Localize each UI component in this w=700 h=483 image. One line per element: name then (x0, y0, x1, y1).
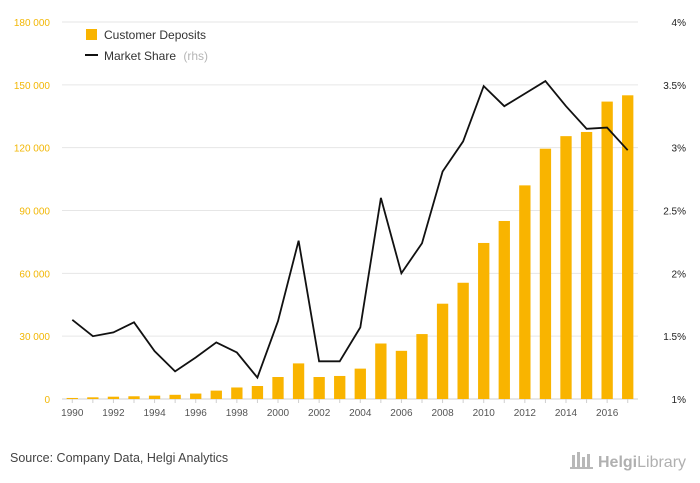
bar-customer-deposits (375, 343, 387, 399)
bar-customer-deposits (457, 282, 469, 399)
y-left-tick-label: 150 000 (14, 81, 51, 92)
legend-market-share-name: Market Share (104, 49, 176, 63)
x-tick-label: 2000 (267, 408, 290, 419)
legend: Customer Deposits Market Share (rhs) (85, 28, 208, 63)
brand-logo: HelgiLibrary (570, 452, 686, 471)
bar-customer-deposits (251, 386, 264, 399)
bar-customer-deposits (272, 377, 284, 399)
y-left-tick-label: 90 000 (19, 207, 50, 218)
brand-icon (570, 452, 593, 469)
bar-customer-deposits (395, 350, 408, 399)
y-right-tick-label: 3.5% (663, 81, 686, 92)
bar-customer-deposits (622, 95, 634, 400)
line-market-share (71, 79, 629, 380)
x-tick-label: 2004 (349, 408, 372, 419)
x-tick-label: 1994 (143, 408, 166, 419)
bar-customer-deposits (292, 363, 305, 399)
bar-customer-deposits (436, 303, 449, 399)
bar-customer-deposits (107, 396, 120, 399)
y-right-tick-label: 2.5% (663, 207, 686, 218)
x-tick-label: 2010 (473, 408, 496, 419)
legend-label-market-share: Market Share (rhs) (104, 49, 208, 63)
bar-customer-deposits (210, 390, 222, 399)
y-right-tick-label: 1% (672, 395, 687, 406)
bar-customer-deposits (354, 368, 366, 399)
y-left-tick-label: 30 000 (19, 332, 50, 343)
bar-customer-deposits (334, 375, 346, 399)
bar-customer-deposits (87, 397, 99, 399)
x-tick-label: 2006 (390, 408, 413, 419)
bar-customer-deposits (478, 242, 490, 399)
y-right-tick-label: 2% (672, 269, 687, 280)
y-left-tick-label: 60 000 (19, 269, 50, 280)
axes: 0 1% 30 000 1.5% 60 000 2% 90 000 2.5% 120 000 3%… (14, 18, 686, 419)
y-left-tick-label: 0 (44, 395, 50, 406)
x-tick-label: 1998 (226, 408, 249, 419)
bar-customer-deposits (169, 394, 181, 399)
y-left-tick-label: 180 000 (14, 18, 51, 29)
source-note: Source: Company Data, Helgi Analytics (10, 451, 228, 465)
x-tick-label: 1992 (102, 408, 125, 419)
y-left-tick-label: 120 000 (14, 144, 51, 155)
gridlines (62, 21, 638, 400)
x-tick-label: 2012 (514, 408, 537, 419)
legend-label-deposits: Customer Deposits (104, 28, 206, 42)
x-tick-label: 1990 (61, 408, 84, 419)
legend-swatch-deposits (86, 29, 97, 40)
brand-name-bold: Helgi (598, 454, 637, 471)
x-tick-label: 2016 (596, 408, 619, 419)
y-right-tick-label: 1.5% (663, 332, 686, 343)
bar-customer-deposits (560, 136, 572, 399)
brand-name: HelgiLibrary (598, 454, 686, 471)
bar-customer-deposits (190, 393, 202, 399)
bar-customer-deposits (416, 334, 428, 399)
bar-customer-deposits (601, 101, 613, 399)
x-tick-label: 2002 (308, 408, 331, 419)
bar-customer-deposits (148, 395, 161, 399)
bars (66, 95, 634, 400)
x-tick-label: 1996 (185, 408, 208, 419)
bar-customer-deposits (313, 377, 325, 399)
x-tick-label: 2014 (555, 408, 578, 419)
bar-customer-deposits (519, 185, 531, 399)
line-series (71, 79, 629, 380)
bar-customer-deposits (580, 131, 593, 400)
bar-customer-deposits (498, 220, 510, 399)
bar-customer-deposits (66, 397, 78, 399)
bar-customer-deposits (128, 396, 140, 399)
bar-customer-deposits (231, 387, 243, 399)
x-tick-label: 2008 (431, 408, 454, 419)
legend-rhs-suffix: (rhs) (183, 49, 208, 63)
bar-customer-deposits (539, 148, 552, 399)
y-right-tick-label: 4% (672, 18, 687, 29)
brand-name-rest: Library (637, 454, 686, 471)
y-right-tick-label: 3% (672, 144, 687, 155)
